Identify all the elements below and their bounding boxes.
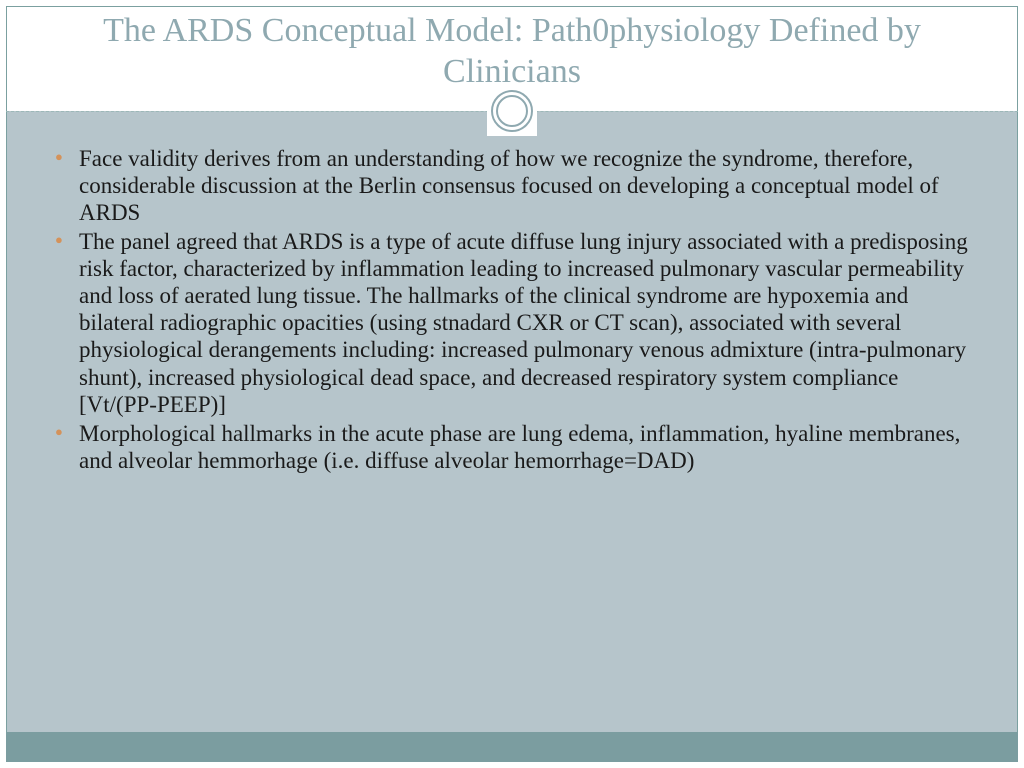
bullet-list: Face validity derives from an understand… <box>51 145 973 475</box>
body-region: Face validity derives from an understand… <box>6 111 1018 732</box>
footer-bar <box>6 732 1018 762</box>
list-item: Morphological hallmarks in the acute pha… <box>51 420 973 474</box>
list-item: The panel agreed that ARDS is a type of … <box>51 228 973 418</box>
list-item: Face validity derives from an understand… <box>51 145 973 226</box>
ring-icon <box>487 86 537 136</box>
slide: The ARDS Conceptual Model: Path0physiolo… <box>0 0 1024 768</box>
